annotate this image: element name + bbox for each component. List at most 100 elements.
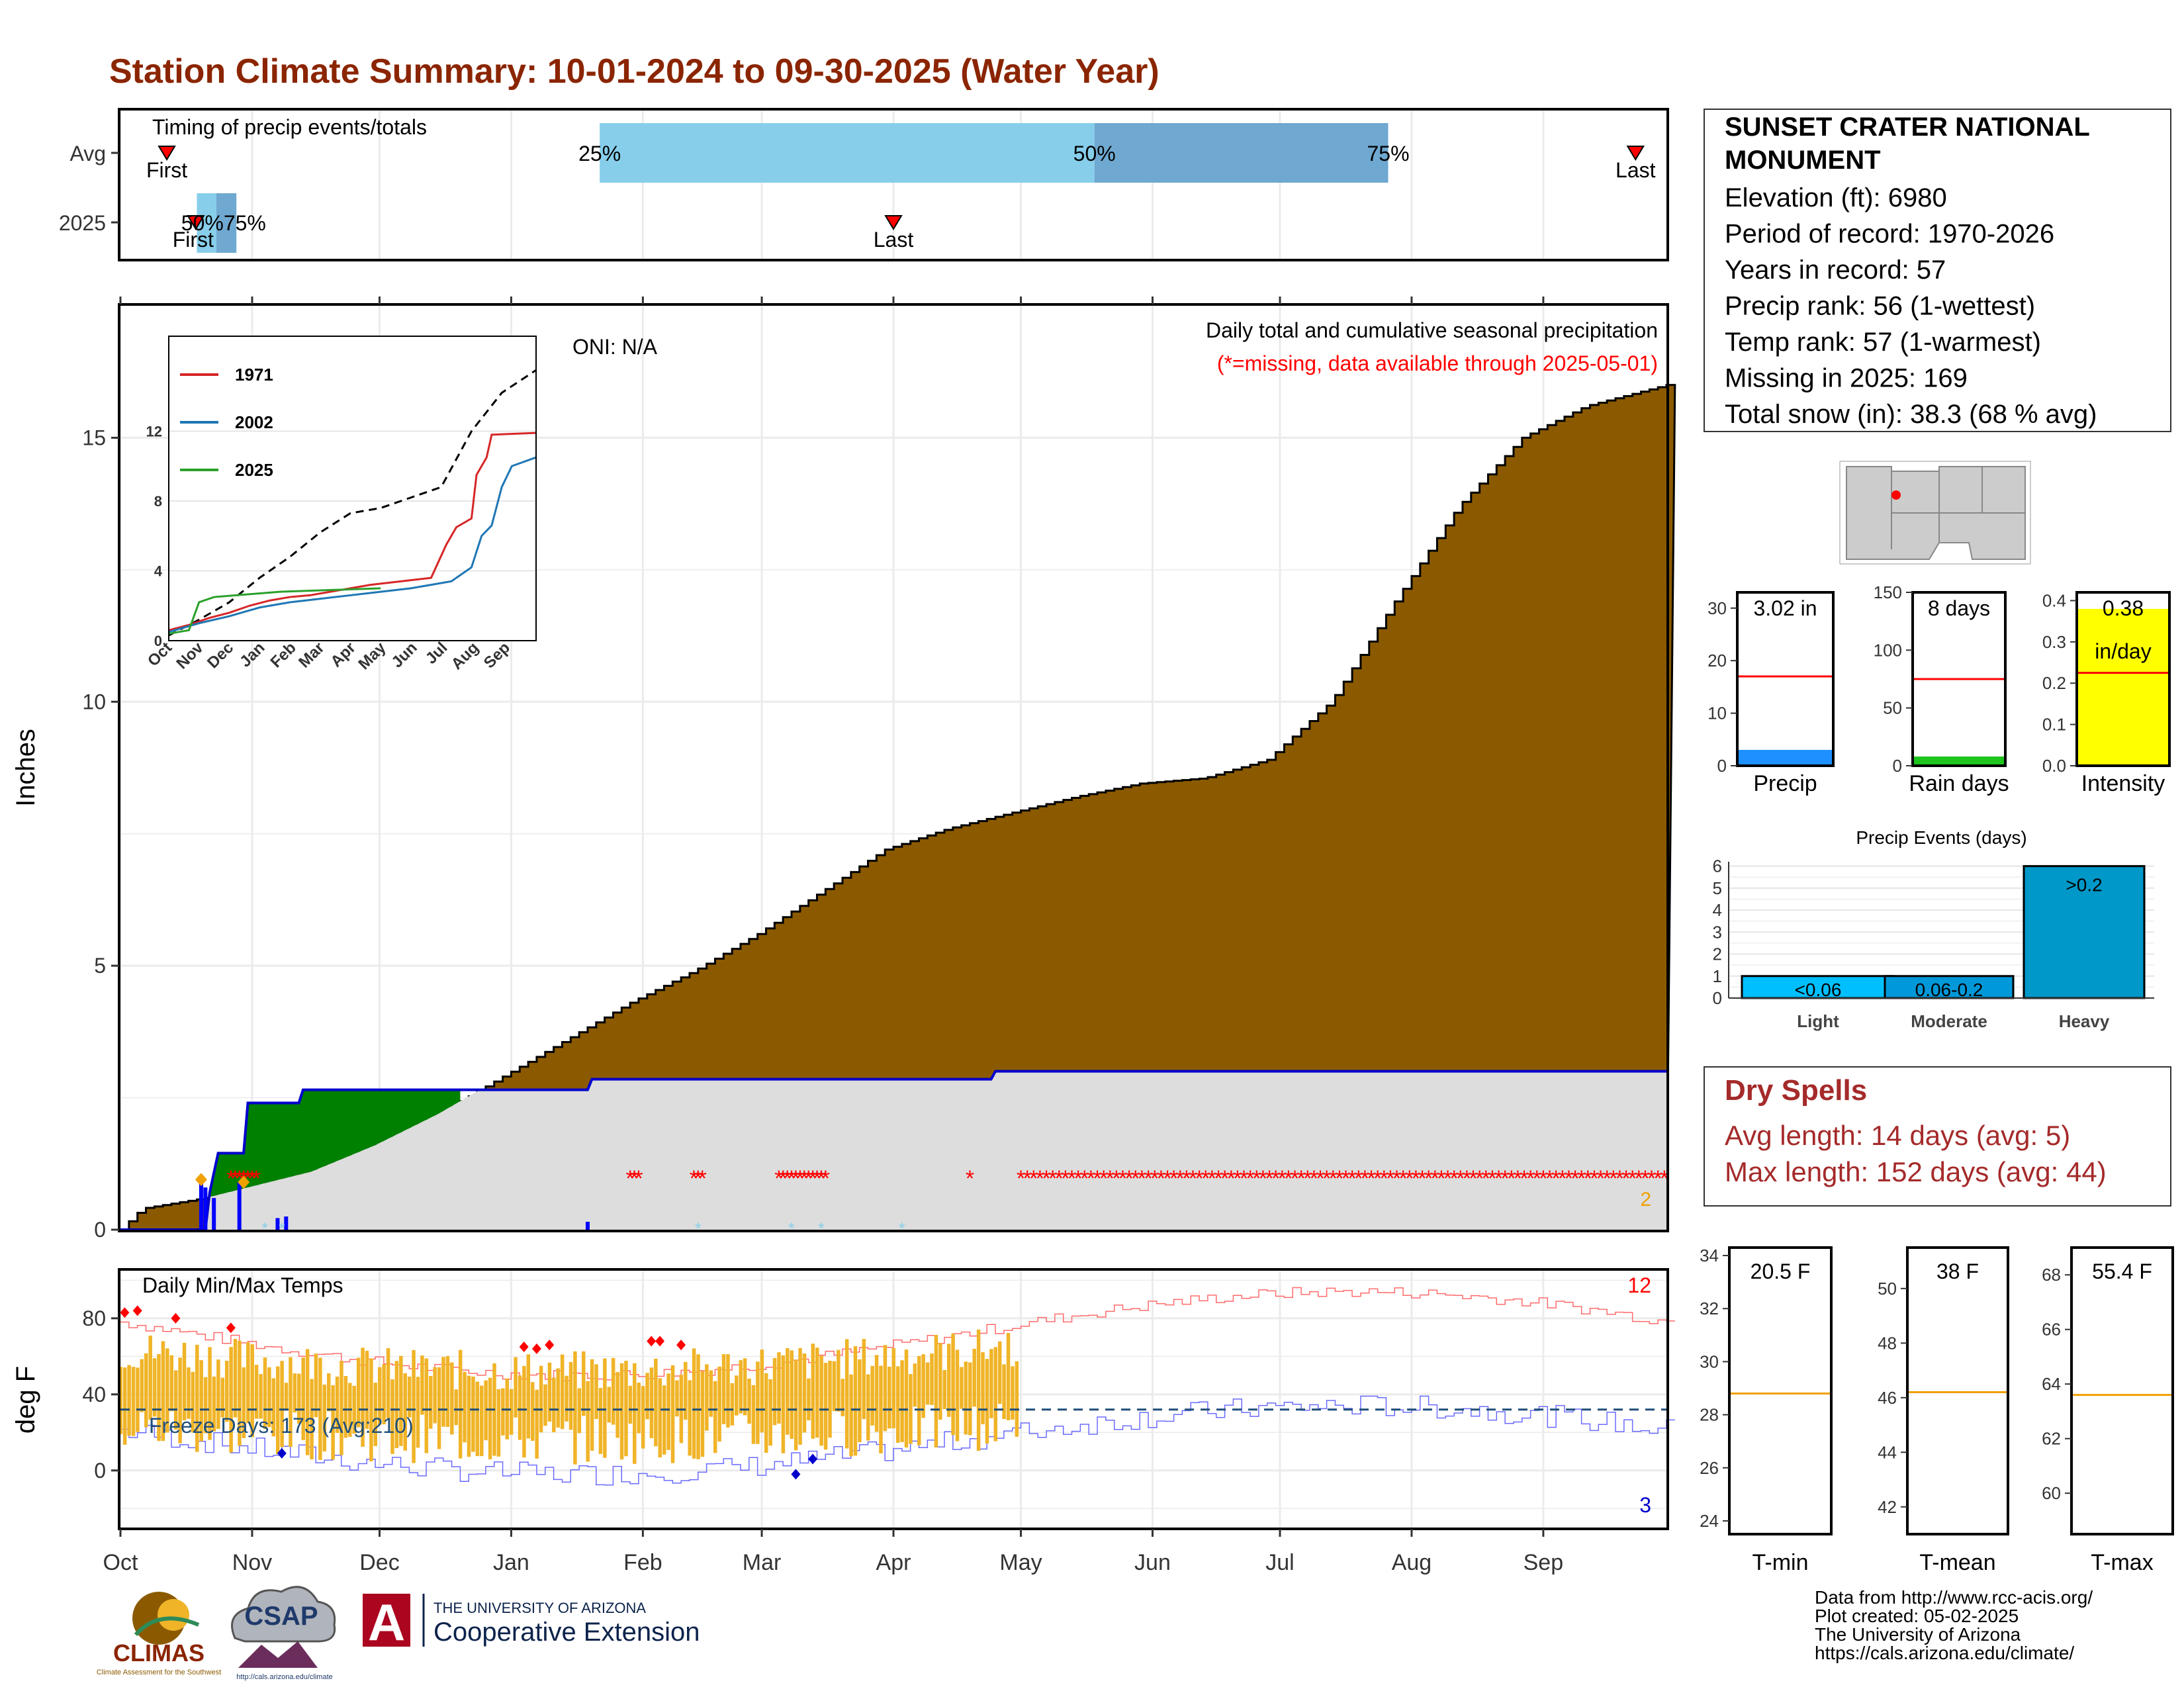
daily-temp-bar [122,1367,127,1445]
station-info-line: Temp rank: 57 (1-warmest) [1725,328,2041,357]
precip-events-ytick-label: 2 [1713,944,1722,964]
daily-temp-bar [751,1385,756,1444]
daily-temp-bar [496,1389,501,1457]
daily-temp-bar [641,1386,645,1449]
daily-temp-bar [946,1344,951,1417]
timing-avg-q50-label: 50% [1073,142,1116,165]
daily-temp-bar [301,1357,305,1440]
daily-temp-bar [144,1353,148,1428]
daily-temp-bar [798,1348,802,1445]
daily-temp-bar [140,1359,144,1412]
temp-summary-ytick-label: 62 [2042,1429,2061,1449]
temp-summary-ytick-label: 32 [1700,1299,1719,1318]
daily-temp-bar [373,1383,378,1446]
oni-label: ONI: N/A [572,335,658,359]
temp-summary-ytick-label: 30 [1700,1351,1719,1371]
daily-temp-bar [841,1379,844,1416]
missing-day-marker: * [1271,1166,1280,1191]
daily-temp-bar [335,1376,340,1434]
record-high-marker [132,1305,142,1316]
summary-bar-fill [1913,756,2005,766]
daily-temp-bar [441,1357,445,1427]
temp-panel: 0 40 80 Daily Min/Max Temps deg F Freeze D… [11,1268,1675,1530]
daily-temp-bar [310,1379,314,1460]
record-low-marker [808,1453,818,1465]
dry-spells-avg: Avg length: 14 days (avg: 5) [1725,1120,2070,1151]
daily-temp-bar [968,1362,972,1436]
record-low-marker [277,1447,287,1459]
x-month-label: May [999,1550,1042,1575]
missing-day-marker: * [1431,1166,1439,1191]
daily-temp-bar [531,1382,535,1441]
csap-logo: CSAP http://cals.arizona.edu/climate [231,1586,336,1681]
precip-ytick-label: 5 [94,954,106,978]
timing-avg-last-marker [1626,146,1645,161]
summary-bar-label: Intensity [2081,771,2165,796]
temp-summary-label: T-min [1752,1550,1809,1575]
missing-day-marker: * [1042,1166,1050,1191]
daily-temp-bar [887,1367,891,1429]
station-name-line1: SUNSET CRATER NATIONAL [1725,113,2090,142]
daily-precip-bar [212,1198,216,1230]
missing-day-marker: * [1501,1166,1510,1191]
daily-temp-bar [700,1371,705,1457]
inset-series-2002 [168,456,537,633]
daily-temp-bar [895,1366,900,1443]
daily-temp-bar [772,1357,777,1426]
daily-temp-bar [972,1348,976,1407]
daily-temp-bar [369,1358,373,1461]
climas-logo: CLIMAS Climate Assessment for the Southw… [97,1592,221,1676]
inset-month-label: Dec [204,639,237,672]
x-month-label: Aug [1392,1550,1432,1575]
missing-day-marker: * [1418,1166,1426,1191]
missing-day-marker: * [1278,1166,1287,1191]
missing-day-marker: * [817,1166,825,1191]
daily-temp-bar [514,1357,518,1418]
daily-temp-bar [224,1361,229,1422]
daily-temp-bar [781,1355,786,1453]
daily-temp-bar [216,1359,220,1430]
missing-day-marker: * [1469,1166,1477,1191]
daily-temp-bar [921,1354,925,1418]
temp-ytick-label: 80 [82,1306,106,1330]
daily-temp-bar [900,1360,904,1442]
daily-temp-bar [220,1377,225,1418]
footer-line: https://cals.arizona.edu/climate/ [1815,1643,2074,1663]
precip-events-category-label: Moderate [1911,1011,1987,1031]
daily-temp-bar [777,1352,781,1424]
missing-day-marker: * [1621,1166,1630,1191]
missing-day-marker: * [1615,1166,1624,1191]
daily-temp-bar [547,1362,552,1422]
temp-count-low: 3 [1639,1493,1651,1517]
missing-day-marker: * [634,1166,643,1191]
daily-temp-bar [598,1388,603,1454]
summary-bar-precip: 0 10 20 30 3.02 in Precip [1707,591,1835,796]
missing-day-marker: * [783,1166,792,1191]
daily-temp-bar [837,1349,841,1412]
daily-temp-bar [331,1385,335,1460]
missing-day-marker: * [1106,1166,1115,1191]
daily-temp-bar [280,1361,284,1447]
x-month-label: Sep [1524,1550,1564,1575]
daily-temp-bar [394,1361,399,1449]
daily-temp-bar [187,1367,191,1419]
daily-temp-bar [713,1381,717,1453]
daily-temp-bar [271,1378,276,1437]
daily-temp-bar [382,1364,386,1424]
daily-temp-bar [955,1349,960,1441]
daily-temp-bar [573,1351,577,1465]
missing-day-marker: * [813,1166,821,1191]
missing-day-marker: * [1482,1166,1490,1191]
daily-temp-bar [590,1359,594,1451]
missing-day-marker: * [1080,1166,1089,1191]
daily-temp-bar [717,1366,721,1442]
record-low-marker [791,1469,801,1480]
daily-temp-bar [242,1367,246,1438]
daily-temp-bar [182,1342,187,1420]
daily-temp-bar [786,1348,790,1435]
daily-temp-bar [794,1359,798,1451]
timing-avg-q75-label: 75% [1367,142,1409,165]
surplus-area [209,1089,461,1197]
missing-day-marker: * [1628,1166,1637,1191]
daily-temp-bar [352,1385,356,1434]
